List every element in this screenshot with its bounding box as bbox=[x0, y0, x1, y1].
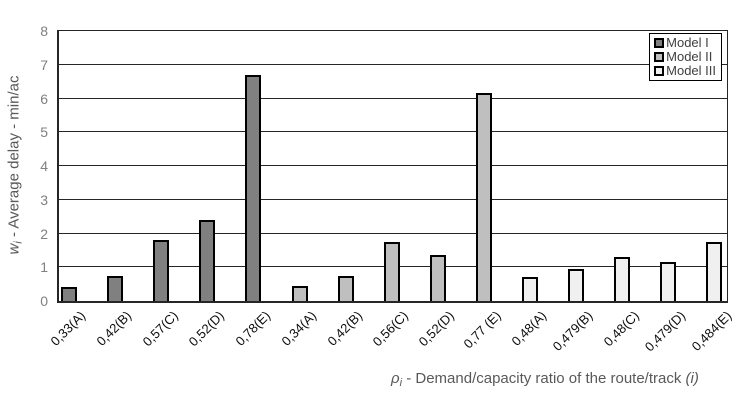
gridline bbox=[59, 165, 727, 166]
bar bbox=[706, 242, 722, 301]
bar bbox=[338, 276, 354, 301]
legend-swatch-icon bbox=[654, 52, 665, 62]
bar bbox=[430, 255, 446, 301]
x-axis-title-suffix: (i) bbox=[685, 370, 699, 387]
y-tick-label: 5 bbox=[40, 124, 48, 141]
plot-area: Model I Model II Model III bbox=[57, 30, 728, 303]
legend-label: Model III bbox=[666, 63, 716, 78]
bar bbox=[245, 75, 261, 301]
legend-label: Model II bbox=[666, 49, 713, 64]
y-tick-label: 6 bbox=[40, 90, 48, 107]
legend-label: Model I bbox=[666, 35, 709, 50]
y-tick-label: 8 bbox=[40, 23, 48, 39]
legend-item: Model III bbox=[654, 64, 716, 78]
gridline bbox=[59, 232, 727, 234]
y-tick-label: 4 bbox=[40, 158, 48, 174]
bar bbox=[61, 287, 77, 301]
x-tick-label-text: 0,484(E) bbox=[688, 308, 734, 354]
y-axis-title-subscript: i bbox=[12, 241, 25, 244]
bar bbox=[199, 220, 215, 301]
gridline bbox=[59, 198, 727, 200]
bar bbox=[107, 276, 123, 301]
legend: Model I Model II Model III bbox=[649, 33, 722, 81]
x-tick-label: 0,484(E) bbox=[593, 307, 734, 354]
bar bbox=[476, 93, 492, 301]
bar bbox=[614, 257, 630, 301]
y-tick-label: 1 bbox=[40, 259, 48, 276]
bar bbox=[292, 286, 308, 301]
x-axis-title-subscript: i bbox=[399, 377, 403, 389]
x-axis-title-symbol: ρ bbox=[391, 370, 400, 387]
gridline bbox=[59, 97, 727, 99]
y-axis-title-symbol: w bbox=[5, 243, 23, 255]
legend-swatch-icon bbox=[654, 66, 665, 76]
bar bbox=[660, 262, 676, 301]
y-tick-label: 0 bbox=[40, 293, 48, 309]
legend-item: Model II bbox=[654, 50, 716, 64]
y-tick-label: 2 bbox=[40, 225, 48, 242]
bar bbox=[153, 240, 169, 301]
y-tick-label: 3 bbox=[40, 191, 48, 208]
bar bbox=[568, 269, 584, 301]
x-axis-title-text: - Demand/capacity ratio of the route/tra… bbox=[402, 370, 686, 387]
legend-swatch-icon bbox=[654, 38, 665, 48]
gridline bbox=[59, 63, 727, 65]
legend-item: Model I bbox=[654, 36, 716, 50]
bar bbox=[522, 277, 538, 301]
y-tick-label: 7 bbox=[40, 56, 48, 73]
x-axis-title: ρi - Demand/capacity ratio of the route/… bbox=[391, 370, 699, 389]
bar bbox=[384, 242, 400, 301]
gridline bbox=[59, 131, 727, 133]
